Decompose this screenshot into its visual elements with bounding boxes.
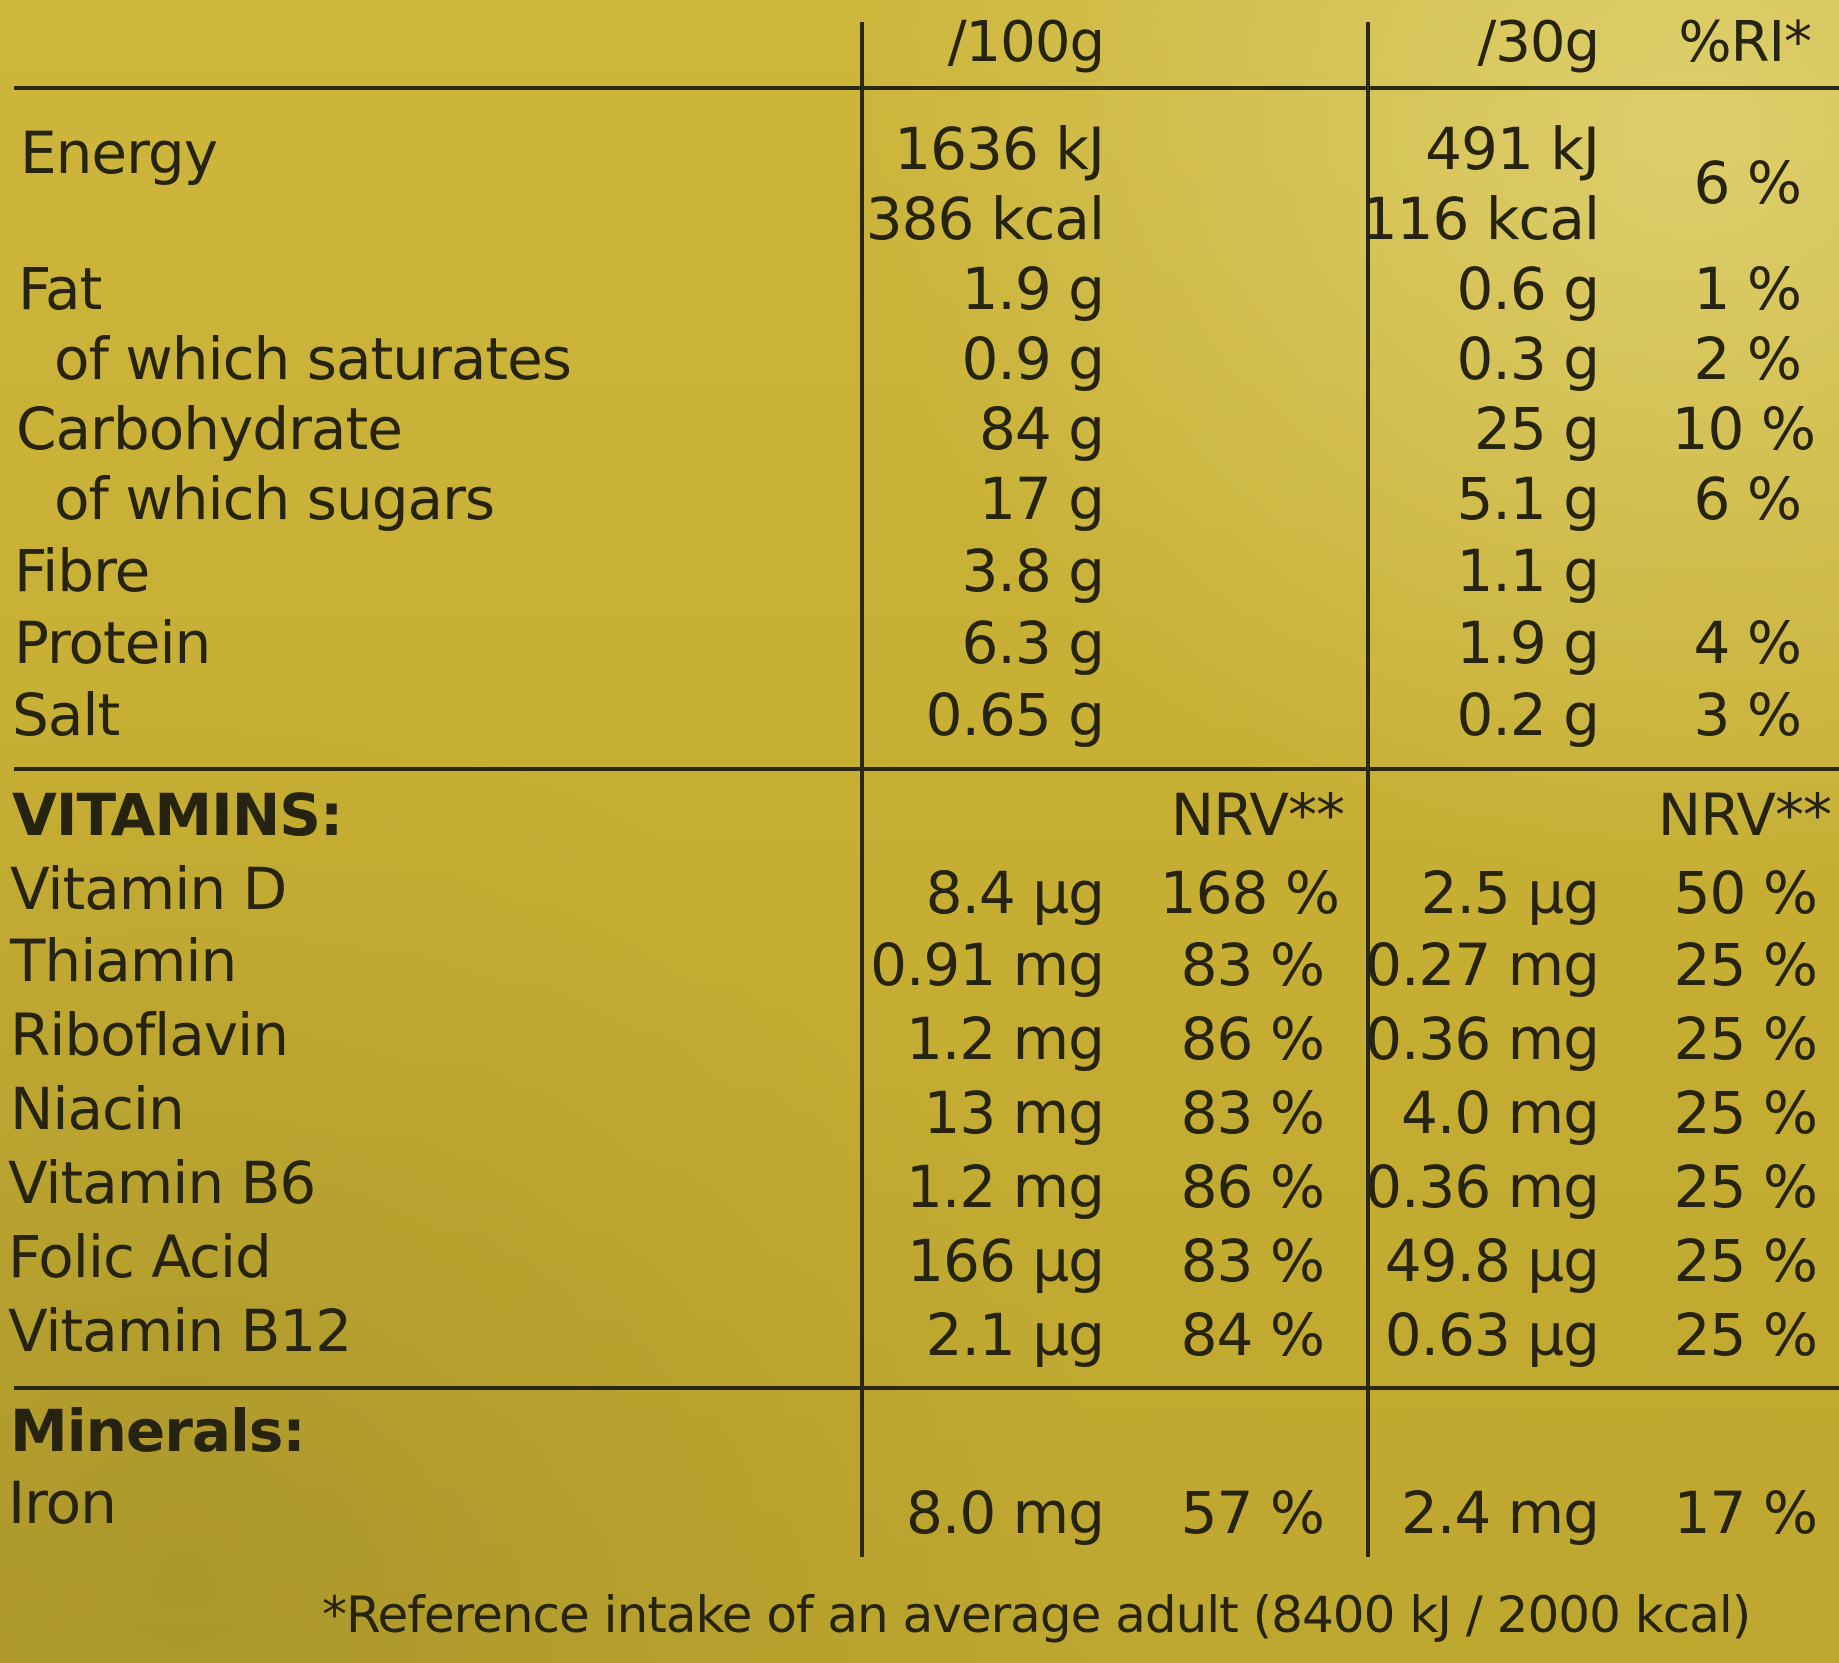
nutrient-per30: 1.1 g <box>1456 537 1600 605</box>
nutrient-name: of which saturates <box>54 325 572 393</box>
vitamin-per100: 166 µg <box>907 1227 1105 1295</box>
vitamin-nrv100: 86 % <box>1180 1153 1325 1221</box>
nutrient-per100: 6.3 g <box>961 609 1105 677</box>
nutrient-per100: 84 g <box>978 395 1105 463</box>
nutrient-per100-kcal: 386 kcal <box>865 185 1105 253</box>
vitamin-name: Riboflavin <box>10 1001 289 1069</box>
vitamin-per100: 8.4 µg <box>925 859 1105 927</box>
nutrient-per30: 5.1 g <box>1456 465 1600 533</box>
vitamin-nrv100: 86 % <box>1180 1005 1325 1073</box>
nutrient-ri: 4 % <box>1693 609 1802 677</box>
vitamins-rule <box>14 767 1839 771</box>
vitamin-per30: 4.0 mg <box>1401 1079 1600 1147</box>
column-divider-1 <box>860 22 864 1557</box>
nrv-label-100: NRV** <box>1170 781 1345 849</box>
vitamin-per30: 0.63 µg <box>1384 1301 1600 1369</box>
mineral-per30: 2.4 mg <box>1401 1479 1600 1547</box>
vitamin-name: Niacin <box>10 1075 185 1143</box>
vitamin-nrv30: 25 % <box>1673 1079 1818 1147</box>
vitamin-per30: 0.36 mg <box>1365 1005 1600 1073</box>
header-rule <box>14 86 1839 90</box>
vitamin-per30: 0.36 mg <box>1365 1153 1600 1221</box>
vitamin-name: Vitamin B6 <box>8 1149 316 1217</box>
vitamin-nrv100: 83 % <box>1180 931 1325 999</box>
nutrient-ri: 10 % <box>1671 395 1816 463</box>
nutrient-ri: 6 % <box>1693 149 1802 217</box>
vitamin-per100: 1.2 mg <box>906 1153 1105 1221</box>
nutrient-per100: 1.9 g <box>961 255 1105 323</box>
minerals-heading: Minerals: <box>10 1397 306 1465</box>
vitamin-per100: 1.2 mg <box>906 1005 1105 1073</box>
vitamin-per100: 13 mg <box>923 1079 1105 1147</box>
mineral-nrv30: 17 % <box>1673 1479 1818 1547</box>
nutrient-ri: 3 % <box>1693 681 1802 749</box>
nutrient-per30: 0.6 g <box>1456 255 1600 323</box>
nutrient-name: Protein <box>14 609 211 677</box>
nutrient-per100: 0.9 g <box>961 325 1105 393</box>
nutrient-per30-kcal: 116 kcal <box>1360 185 1600 253</box>
vitamin-nrv100: 83 % <box>1180 1079 1325 1147</box>
vitamins-heading: VITAMINS: <box>12 781 343 849</box>
nutrient-per30: 0.2 g <box>1456 681 1600 749</box>
vitamin-nrv100: 83 % <box>1180 1227 1325 1295</box>
column-divider-2 <box>1366 22 1370 1557</box>
nutrient-per30: 491 kJ <box>1425 115 1600 183</box>
nutrient-per30: 1.9 g <box>1456 609 1600 677</box>
nutrient-per100: 1636 kJ <box>894 115 1105 183</box>
per30-header: /30g <box>1477 10 1600 75</box>
mineral-name: Iron <box>8 1469 117 1537</box>
vitamin-per30: 2.5 µg <box>1420 859 1600 927</box>
vitamin-name: Folic Acid <box>8 1223 272 1291</box>
nutrient-ri: 6 % <box>1693 465 1802 533</box>
vitamin-nrv30: 25 % <box>1673 931 1818 999</box>
vitamin-name: Vitamin B12 <box>8 1297 352 1365</box>
vitamin-per30: 49.8 µg <box>1384 1227 1600 1295</box>
vitamin-nrv100: 84 % <box>1180 1301 1325 1369</box>
nutrient-name: Salt <box>12 681 120 749</box>
vitamin-name: Vitamin D <box>10 855 287 923</box>
vitamin-per100: 0.91 mg <box>870 931 1105 999</box>
vitamin-name: Thiamin <box>10 927 237 995</box>
per100-header: /100g <box>947 10 1105 75</box>
reference-footnote: *Reference intake of an average adult (8… <box>322 1586 1751 1644</box>
vitamin-per100: 2.1 µg <box>925 1301 1105 1369</box>
nutrient-ri: 1 % <box>1693 255 1802 323</box>
vitamin-nrv30: 25 % <box>1673 1153 1818 1221</box>
nutrient-name: of which sugars <box>54 465 495 533</box>
nutrient-name: Fat <box>18 255 102 323</box>
vitamin-nrv30: 50 % <box>1673 859 1818 927</box>
vitamin-per30: 0.27 mg <box>1365 931 1600 999</box>
nutrient-name: Energy <box>20 119 218 187</box>
nutrient-ri: 2 % <box>1693 325 1802 393</box>
vitamin-nrv30: 25 % <box>1673 1005 1818 1073</box>
nutrient-name: Fibre <box>14 537 150 605</box>
vitamin-nrv30: 25 % <box>1673 1227 1818 1295</box>
nutrient-per100: 3.8 g <box>961 537 1105 605</box>
nutrient-per100: 17 g <box>978 465 1105 533</box>
nutrient-per30: 0.3 g <box>1456 325 1600 393</box>
vitamin-nrv100: 168 % <box>1159 859 1340 927</box>
nrv-label-30: NRV** <box>1657 781 1832 849</box>
mineral-per100: 8.0 mg <box>906 1479 1105 1547</box>
nutrient-name: Carbohydrate <box>16 395 403 463</box>
vitamin-nrv30: 25 % <box>1673 1301 1818 1369</box>
nutrient-per100: 0.65 g <box>925 681 1105 749</box>
minerals-rule <box>14 1386 1839 1390</box>
ri-header: %RI* <box>1678 10 1812 75</box>
nutrient-per30: 25 g <box>1473 395 1600 463</box>
mineral-nrv100: 57 % <box>1180 1479 1325 1547</box>
